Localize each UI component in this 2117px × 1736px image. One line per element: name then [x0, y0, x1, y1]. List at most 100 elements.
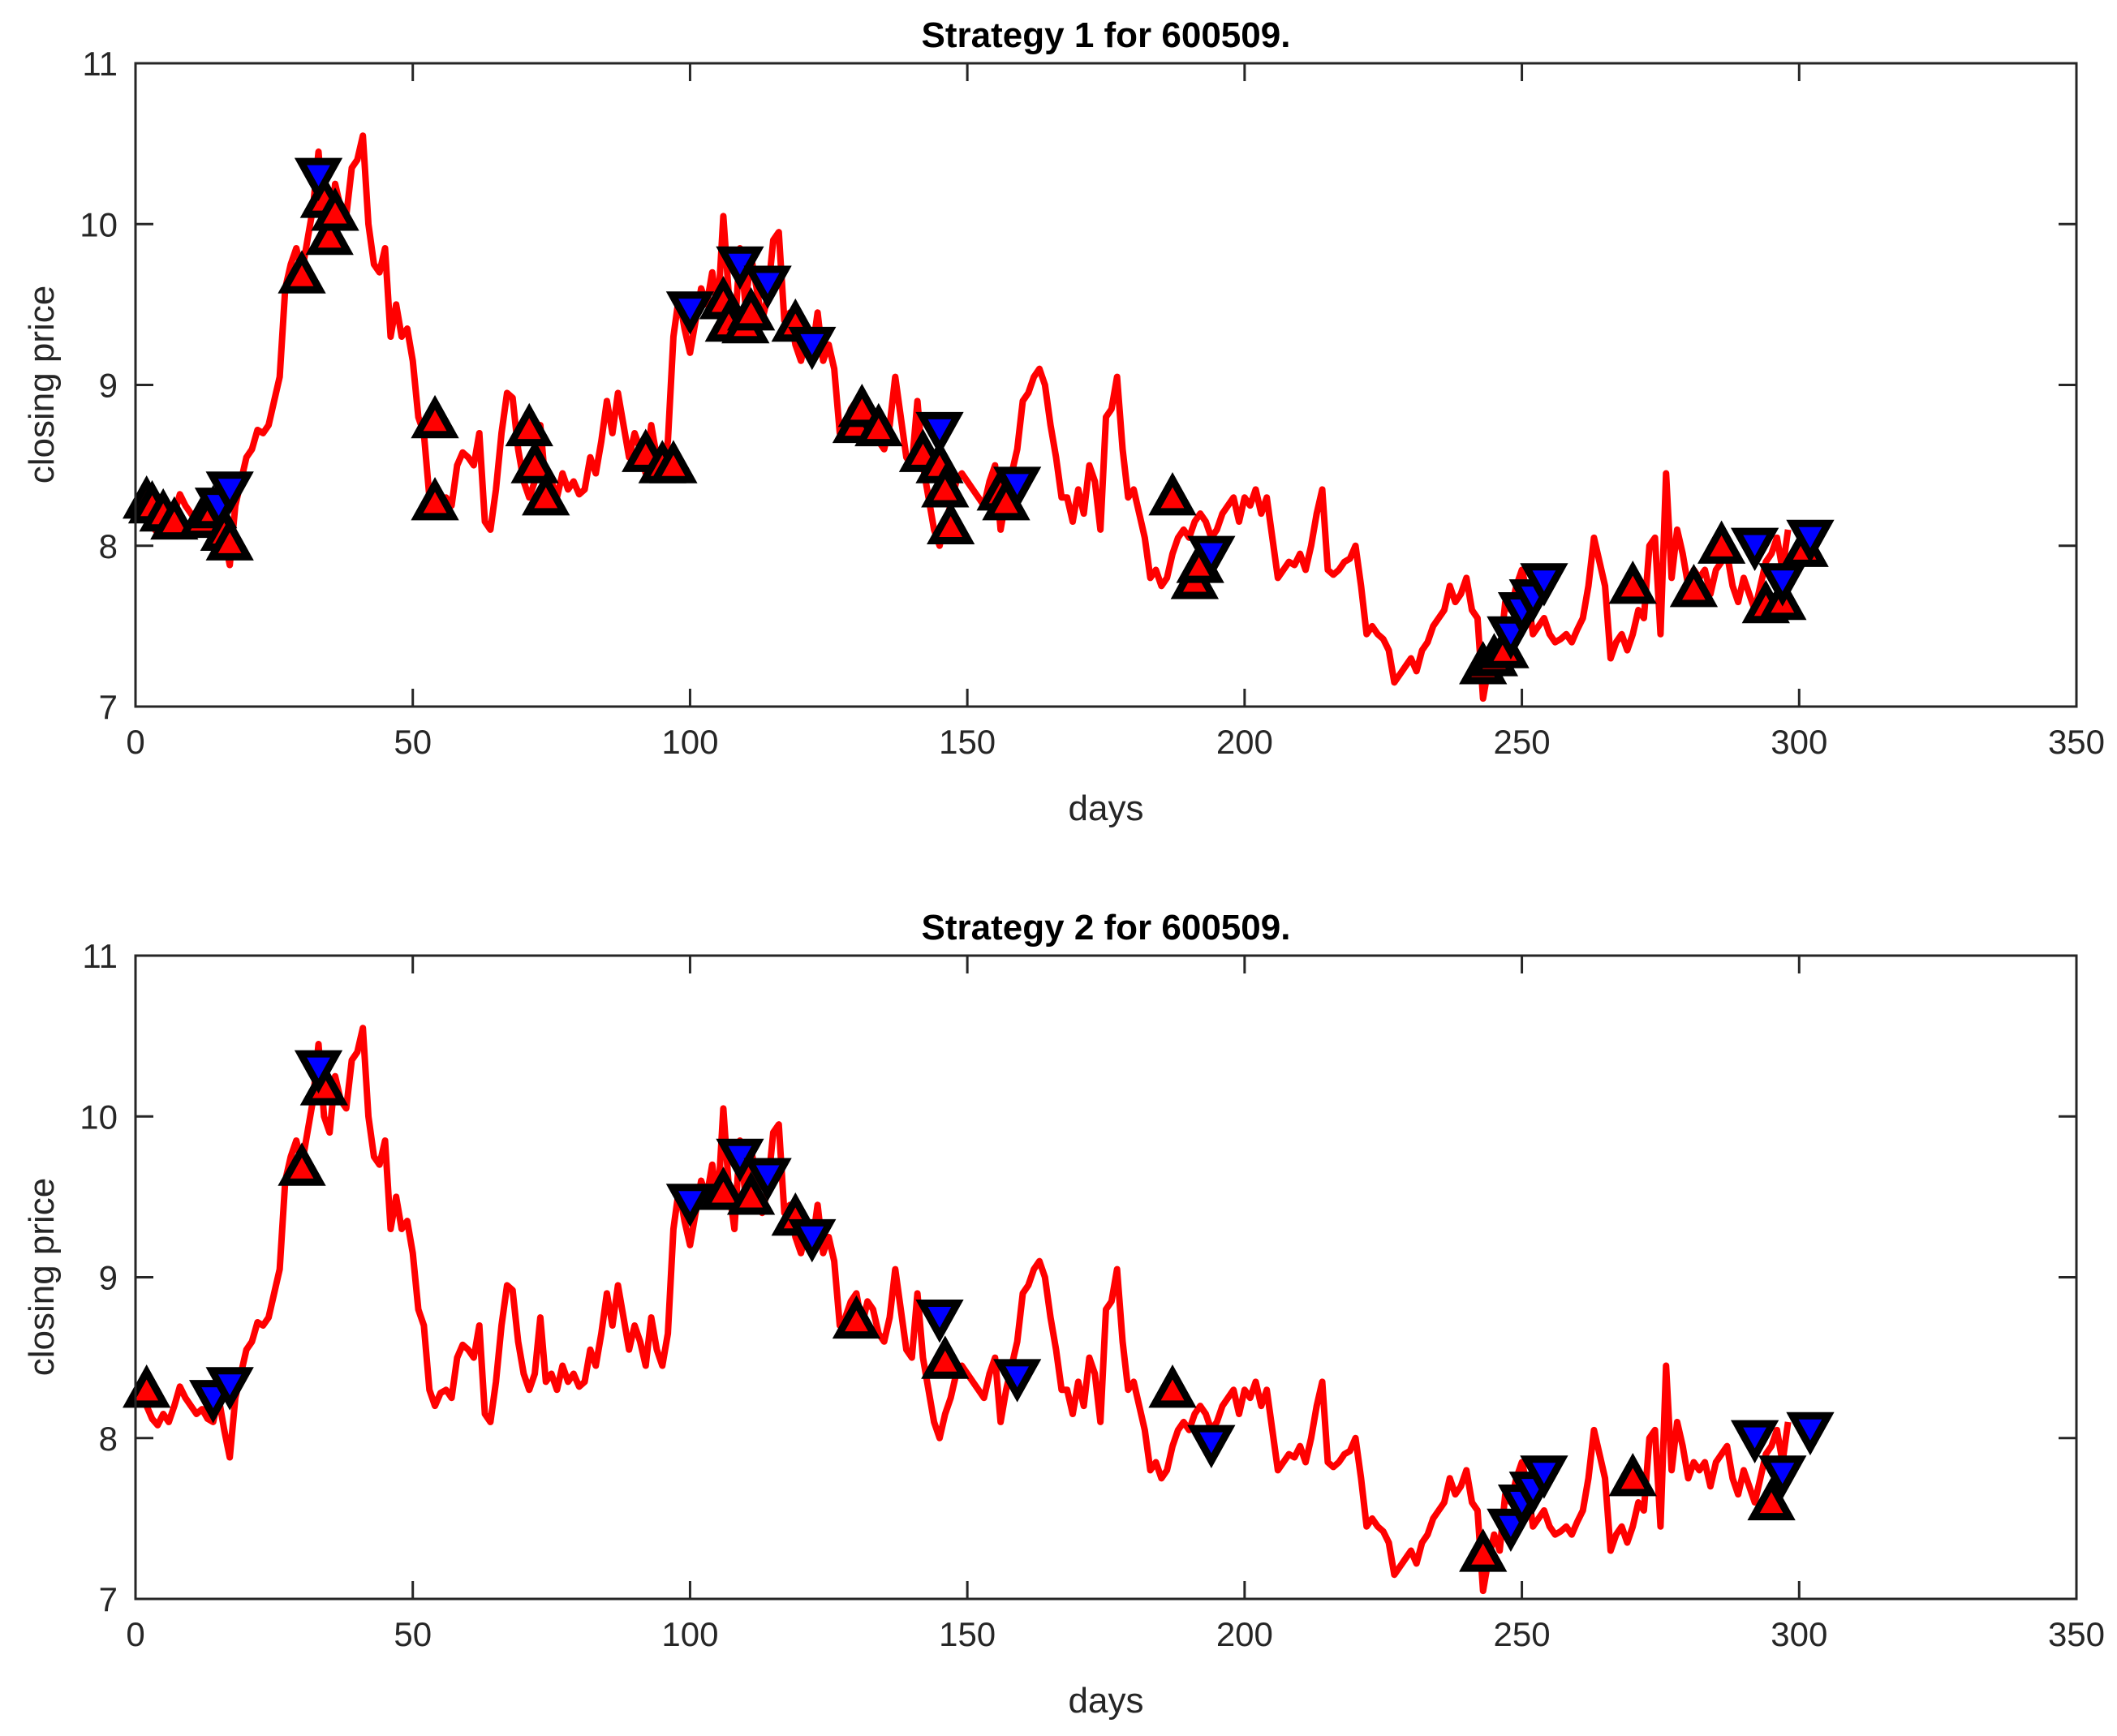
sell-marker: [294, 1050, 343, 1094]
y-tick-label: 8: [99, 1420, 118, 1458]
y-tick-label: 10: [80, 205, 118, 243]
y-tick-label: 9: [99, 1259, 118, 1297]
buy-marker: [205, 517, 254, 561]
buy-marker: [123, 1364, 171, 1408]
y-axis-label: closing price: [22, 1178, 62, 1377]
x-tick-label: 200: [1216, 723, 1273, 761]
x-axis-label: days: [1069, 789, 1144, 828]
buy-marker: [411, 476, 459, 521]
sell-marker: [993, 1359, 1042, 1403]
buy-marker: [278, 250, 326, 294]
buy-marker: [305, 211, 354, 256]
closing-price-line: [132, 132, 1792, 703]
sell-marker: [788, 326, 837, 371]
y-tick-label: 7: [99, 1580, 118, 1618]
buy-markers: [123, 1062, 1796, 1572]
buy-marker: [510, 440, 559, 483]
buy-marker: [726, 1171, 776, 1215]
sell-marker: [294, 157, 343, 202]
x-tick-label: 250: [1494, 1615, 1551, 1653]
y-axis-label: closing price: [22, 286, 62, 484]
axes-box: [134, 954, 2078, 1601]
buy-marker: [505, 402, 553, 447]
x-tick-label: 150: [939, 723, 996, 761]
x-tick-label: 50: [394, 1615, 432, 1653]
axes-box: [134, 62, 2078, 708]
sell-marker: [1786, 519, 1835, 564]
chart-title: Strategy 1 for 600509.: [922, 15, 1291, 55]
sell-marker: [993, 466, 1042, 510]
buy-marker: [150, 496, 199, 540]
y-tick-label: 9: [99, 367, 118, 405]
buy-marker: [854, 402, 903, 447]
sell-marker: [665, 1184, 715, 1227]
buy-marker: [1669, 564, 1719, 608]
sell-marker: [205, 471, 254, 515]
y-tick-label: 11: [82, 45, 118, 83]
sell-marker: [1187, 535, 1236, 579]
buy-marker: [649, 440, 698, 483]
buy-marker: [921, 1335, 970, 1379]
buy-marker: [1697, 520, 1746, 564]
y-tick-label: 8: [99, 527, 118, 565]
sell-marker: [915, 1299, 964, 1343]
x-tick-labels: 0 50 100 150 200 250 300 350: [126, 1615, 2105, 1653]
y-tick-label: 10: [80, 1098, 118, 1136]
sell-marker: [1520, 563, 1568, 607]
buy-marker: [278, 1142, 326, 1186]
y-tick-labels: 7 8 9 10 11: [80, 937, 118, 1618]
buy-marker: [411, 394, 459, 439]
buy-marker: [1459, 1528, 1508, 1572]
x-tick-label: 0: [126, 1615, 144, 1653]
price-series: [132, 1025, 1792, 1595]
x-tick-label: 350: [2048, 1615, 2105, 1653]
chart-title: Strategy 2 for 600509.: [922, 908, 1291, 947]
closing-price-line: [132, 1025, 1792, 1595]
sell-marker: [205, 1367, 254, 1411]
sell-marker: [915, 411, 964, 456]
sell-markers: [189, 1050, 1835, 1553]
y-tick-label: 7: [99, 688, 118, 726]
buy-marker: [1747, 1476, 1796, 1521]
sell-marker: [1786, 1412, 1835, 1456]
buy-marker: [926, 501, 975, 545]
x-tick-label: 0: [126, 723, 144, 761]
sell-marker: [788, 1218, 837, 1263]
x-tick-label: 100: [661, 1615, 718, 1653]
sell-marker: [1520, 1455, 1568, 1499]
y-tick-labels: 7 8 9 10 11: [80, 45, 118, 726]
sell-marker: [1758, 563, 1807, 607]
x-tick-label: 300: [1771, 1615, 1827, 1653]
subplot-strategy-1: Strategy 1 for 600509. 0 50 100 150 200 250 30…: [22, 15, 2105, 828]
buy-marker: [1608, 1453, 1657, 1497]
x-tick-labels: 0 50 100 150 200 250 300 350: [126, 723, 2105, 761]
x-tick-label: 50: [394, 723, 432, 761]
sell-marker: [665, 291, 715, 335]
x-tick-label: 150: [939, 1615, 996, 1653]
buy-marker: [921, 464, 970, 508]
buy-marker: [832, 1295, 881, 1339]
subplot-strategy-2: Strategy 2 for 600509. 0 50 100 150 200 250 30…: [22, 908, 2105, 1721]
x-tick-label: 300: [1771, 723, 1827, 761]
sell-marker: [743, 1158, 792, 1201]
sell-markers: [194, 157, 1835, 660]
sell-marker: [1187, 1424, 1236, 1468]
x-tick-label: 250: [1494, 723, 1551, 761]
x-tick-label: 100: [661, 723, 718, 761]
buy-marker: [1148, 472, 1197, 516]
sell-marker: [1730, 527, 1779, 572]
sell-marker: [1758, 1455, 1807, 1499]
buy-marker: [837, 383, 886, 428]
y-tick-label: 11: [82, 937, 118, 975]
sell-marker: [1730, 1420, 1779, 1464]
buy-marker: [311, 187, 359, 231]
x-tick-label: 350: [2048, 723, 2105, 761]
price-series: [132, 132, 1792, 703]
buy-marker: [522, 472, 570, 516]
buy-marker: [1148, 1364, 1197, 1408]
x-axis-label: days: [1069, 1681, 1144, 1721]
x-tick-label: 200: [1216, 1615, 1273, 1653]
buy-marker: [699, 1167, 748, 1210]
sell-marker: [743, 265, 792, 309]
